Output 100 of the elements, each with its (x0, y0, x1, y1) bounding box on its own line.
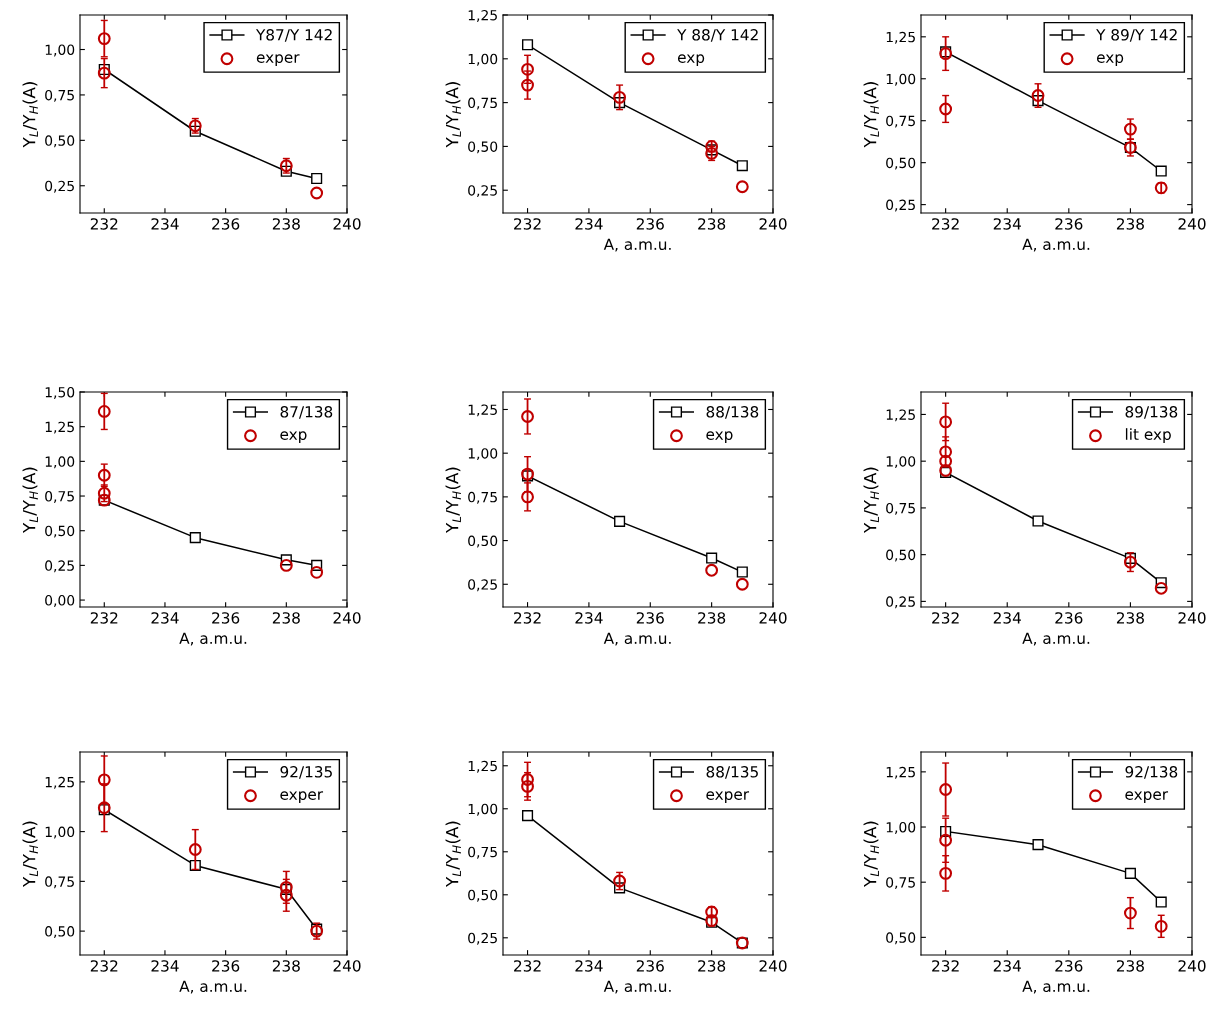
x-axis-title: A, a.m.u. (603, 980, 671, 994)
x-tick-label: 236 (1055, 960, 1083, 972)
x-tick-label: 236 (636, 612, 664, 624)
y-tick-label: 1,25 (468, 404, 497, 417)
x-tick-label: 238 (272, 218, 300, 230)
x-tick-label: 234 (575, 218, 603, 230)
legend-label: lit exp (1125, 428, 1171, 443)
x-tick-label: 238 (698, 218, 726, 230)
y-axis-title: Y$_{L}$/Y$_{H}$(A) (863, 821, 879, 888)
y-tick-label: 0,25 (45, 560, 74, 573)
x-tick-label: 238 (272, 612, 300, 624)
x-tick-label: 238 (1116, 218, 1144, 230)
y-tick-label: 1,00 (468, 448, 498, 461)
x-tick-label: 240 (333, 960, 361, 972)
y-axis-title: Y$_{L}$/Y$_{H}$(A) (863, 82, 879, 148)
y-tick-label: 1,50 (45, 386, 75, 399)
x-axis-title: A, a.m.u. (603, 632, 671, 646)
x-tick-label: 232 (90, 218, 118, 230)
x-tick-label: 234 (151, 612, 179, 624)
x-tick-label: 240 (759, 960, 787, 972)
y-tick-label: 0,50 (45, 135, 75, 148)
y-axis-title: Y$_{L}$/Y$_{H}$(A) (22, 467, 38, 534)
y-tick-label: 0,25 (45, 180, 74, 193)
y-tick-label: 0,25 (886, 199, 915, 212)
y-tick-label: 0,50 (468, 889, 498, 902)
y-tick-label: 0,25 (886, 596, 915, 609)
y-tick-label: 0,50 (886, 932, 916, 945)
x-tick-label: 234 (151, 960, 179, 972)
y-tick-label: 1,25 (886, 409, 915, 422)
legend-label: Y 88/Y 142 (677, 29, 758, 42)
x-tick-label: 232 (514, 218, 541, 230)
x-tick-label: 234 (151, 218, 179, 230)
x-tick-label: 240 (1178, 218, 1206, 230)
y-tick-label: 1,25 (886, 31, 915, 44)
y-tick-label: 1,00 (886, 456, 916, 469)
x-tick-label: 232 (932, 612, 959, 624)
x-tick-label: 232 (90, 960, 118, 972)
y-axis-title: Y$_{L}$/Y$_{H}$(A) (445, 467, 461, 534)
legend-label: 89/138 (1125, 406, 1178, 419)
y-tick-label: 0,50 (468, 535, 498, 548)
x-tick-label: 238 (698, 612, 726, 624)
y-tick-label: 1,00 (886, 73, 916, 86)
y-axis-title: Y$_{L}$/Y$_{H}$(A) (445, 82, 461, 148)
y-tick-label: 1,00 (886, 821, 916, 834)
x-tick-label: 240 (333, 612, 361, 624)
x-tick-label: 236 (636, 218, 664, 230)
y-axis-title: Y$_{L}$/Y$_{H}$(A) (863, 467, 879, 534)
legend-label: exper (280, 791, 324, 803)
legend-label: exp (1096, 54, 1124, 66)
x-tick-label: 240 (759, 218, 787, 230)
y-tick-label: 1,00 (45, 826, 75, 839)
legend-label: 88/135 (706, 766, 758, 779)
x-tick-label: 240 (1178, 612, 1206, 624)
x-tick-label: 238 (272, 960, 300, 972)
x-tick-label: 232 (932, 960, 959, 972)
legend-label: exper (256, 54, 300, 66)
legend-label: 87/138 (280, 406, 333, 419)
x-tick-label: 234 (575, 960, 603, 972)
y-tick-label: 1,25 (468, 9, 497, 22)
x-tick-label: 236 (212, 960, 240, 972)
legend-label: Y 89/Y 142 (1096, 29, 1177, 42)
y-tick-label: 0,50 (45, 525, 75, 538)
legend-label: 88/138 (706, 406, 759, 419)
y-tick-label: 1,25 (886, 766, 915, 779)
x-tick-label: 234 (993, 612, 1021, 624)
x-axis-title: A, a.m.u. (179, 632, 247, 646)
y-tick-label: 1,25 (468, 760, 497, 773)
y-tick-label: 0,25 (468, 932, 497, 945)
x-tick-label: 234 (575, 612, 603, 624)
y-tick-label: 0,00 (45, 595, 75, 607)
legend-label: Y87/Y 142 (255, 29, 332, 42)
y-tick-label: 0,50 (886, 549, 916, 562)
x-tick-label: 236 (636, 960, 664, 972)
y-tick-label: 1,00 (468, 803, 498, 816)
x-tick-label: 240 (759, 612, 787, 624)
x-axis-title: A, a.m.u. (1022, 980, 1090, 994)
x-tick-label: 240 (1178, 960, 1206, 972)
y-tick-label: 0,50 (45, 926, 75, 939)
x-tick-label: 232 (514, 612, 541, 624)
x-tick-label: 232 (514, 960, 541, 972)
x-axis-title: A, a.m.u. (1022, 238, 1090, 252)
y-tick-label: 0,75 (886, 877, 915, 890)
x-tick-label: 236 (1055, 612, 1083, 624)
x-tick-label: 236 (1055, 218, 1083, 230)
legend-label: 92/135 (280, 766, 332, 779)
x-axis-title: A, a.m.u. (179, 980, 247, 994)
y-tick-label: 1,25 (45, 421, 74, 434)
y-tick-label: 0,75 (468, 97, 497, 110)
legend-label: exper (706, 791, 750, 803)
y-tick-label: 0,75 (886, 115, 915, 128)
x-tick-label: 236 (212, 612, 240, 624)
y-tick-label: 1,00 (45, 456, 75, 469)
x-tick-label: 234 (993, 960, 1021, 972)
y-axis-title: Y$_{L}$/Y$_{H}$(A) (445, 821, 461, 888)
x-tick-label: 234 (993, 218, 1021, 230)
legend-label: exp (706, 431, 733, 443)
x-tick-label: 240 (333, 218, 361, 230)
y-tick-label: 1,00 (45, 44, 75, 57)
y-axis-title: Y$_{L}$/Y$_{H}$(A) (22, 82, 38, 148)
x-tick-label: 236 (212, 218, 240, 230)
